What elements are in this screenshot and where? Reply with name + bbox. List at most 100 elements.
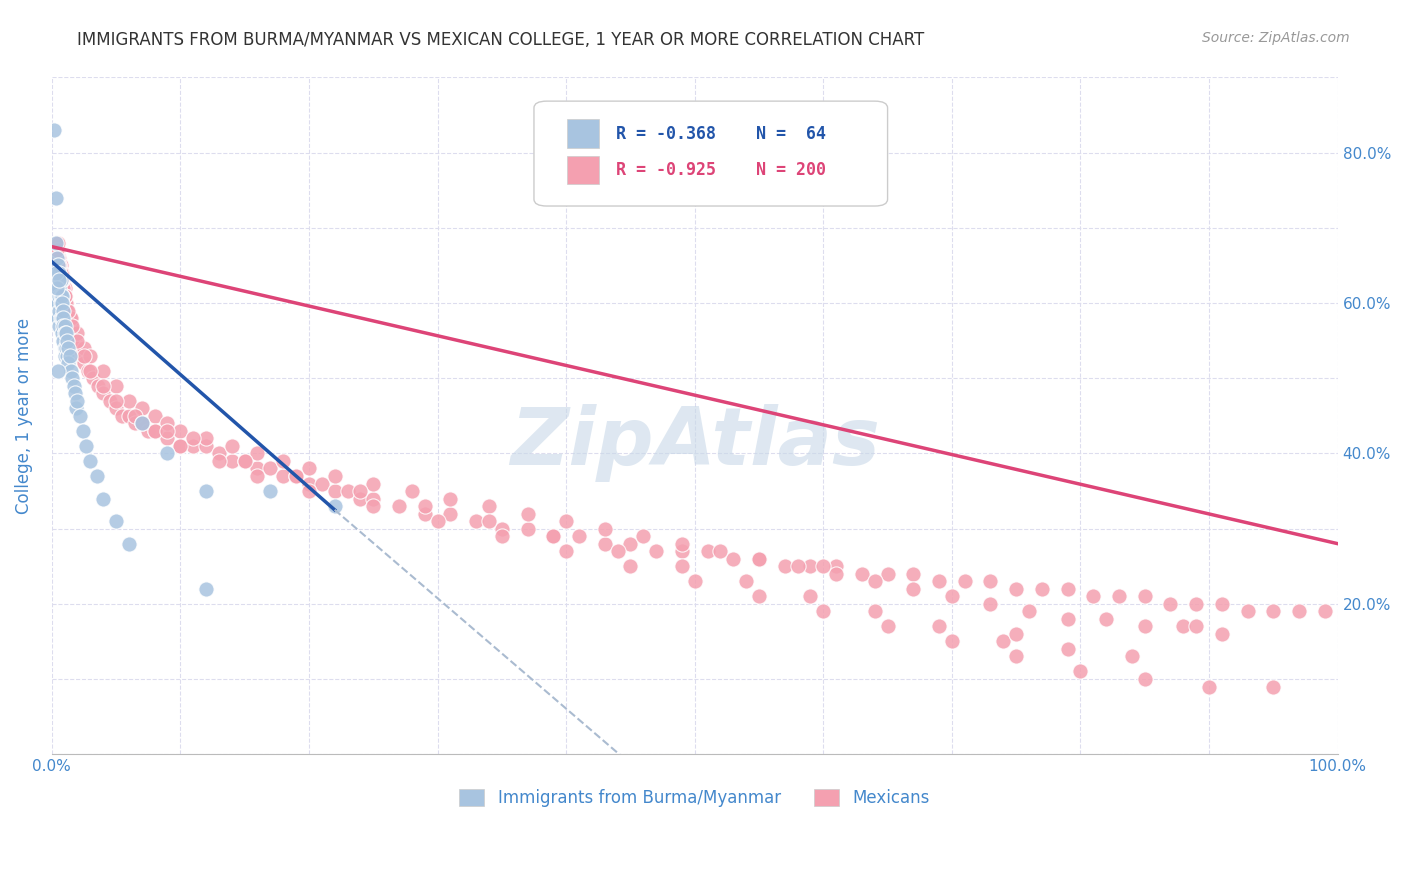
Point [285, 469, 308, 483]
Point [53, 318, 76, 333]
Point [51, 296, 73, 310]
Point [195, 483, 218, 498]
Point [323, 499, 346, 513]
Point [1173, 619, 1195, 633]
Point [52, 334, 75, 348]
Point [619, 559, 641, 574]
Point [46, 259, 69, 273]
Point [1083, 589, 1105, 603]
Point [131, 417, 153, 431]
Point [979, 574, 1001, 589]
Point [46, 364, 69, 378]
Point [56, 349, 79, 363]
Point [271, 454, 294, 468]
Point [48, 259, 70, 273]
Point [49, 266, 72, 280]
Point [246, 461, 269, 475]
Point [60, 364, 83, 378]
Point [799, 589, 821, 603]
Point [91, 364, 114, 378]
Point [993, 634, 1015, 648]
Point [478, 514, 501, 528]
Point [58, 303, 80, 318]
Point [45, 281, 67, 295]
Point [1185, 597, 1208, 611]
Point [58, 341, 80, 355]
Point [388, 499, 411, 513]
FancyBboxPatch shape [568, 120, 599, 148]
Point [48, 281, 70, 295]
Point [979, 597, 1001, 611]
Point [439, 507, 461, 521]
Point [361, 491, 384, 506]
Point [48, 303, 70, 318]
Point [813, 559, 835, 574]
Point [825, 566, 848, 581]
Point [748, 551, 770, 566]
Point [619, 536, 641, 550]
Point [73, 349, 96, 363]
Point [606, 544, 628, 558]
Point [52, 281, 75, 295]
Point [156, 446, 179, 460]
Point [105, 393, 128, 408]
Point [336, 483, 359, 498]
Point [53, 326, 76, 340]
Point [671, 544, 693, 558]
Point [156, 424, 179, 438]
Point [1211, 627, 1233, 641]
Point [478, 499, 501, 513]
Point [541, 529, 564, 543]
Point [52, 303, 75, 318]
Point [60, 311, 83, 326]
Point [91, 491, 114, 506]
Point [259, 461, 281, 475]
Point [45, 266, 67, 280]
Point [221, 454, 243, 468]
Point [195, 439, 218, 453]
Point [49, 311, 72, 326]
Point [111, 409, 134, 423]
Point [49, 273, 72, 287]
Point [825, 559, 848, 574]
Point [246, 446, 269, 460]
Point [45, 191, 67, 205]
Point [131, 417, 153, 431]
Point [786, 559, 808, 574]
Point [49, 281, 72, 295]
Point [246, 469, 269, 483]
Point [233, 454, 256, 468]
Point [516, 507, 538, 521]
Point [516, 522, 538, 536]
Point [51, 273, 73, 287]
Point [72, 424, 94, 438]
Point [748, 551, 770, 566]
Point [49, 273, 72, 287]
Point [48, 266, 70, 280]
Point [49, 266, 72, 280]
Y-axis label: College, 1 year or more: College, 1 year or more [15, 318, 32, 514]
Point [131, 401, 153, 416]
Point [45, 251, 67, 265]
Point [45, 244, 67, 258]
Point [195, 431, 218, 445]
Point [143, 424, 166, 438]
Point [48, 273, 70, 287]
Point [45, 244, 67, 258]
Point [62, 378, 84, 392]
Point [298, 461, 321, 475]
Point [59, 311, 82, 326]
Point [69, 349, 91, 363]
Point [66, 326, 89, 340]
Point [903, 566, 925, 581]
Point [60, 318, 83, 333]
Point [1121, 649, 1143, 664]
Point [48, 259, 70, 273]
Text: R = -0.925    N = 200: R = -0.925 N = 200 [616, 161, 827, 179]
Point [1211, 597, 1233, 611]
Point [82, 371, 104, 385]
Point [491, 522, 513, 536]
Point [323, 469, 346, 483]
Point [593, 522, 616, 536]
Point [91, 378, 114, 392]
